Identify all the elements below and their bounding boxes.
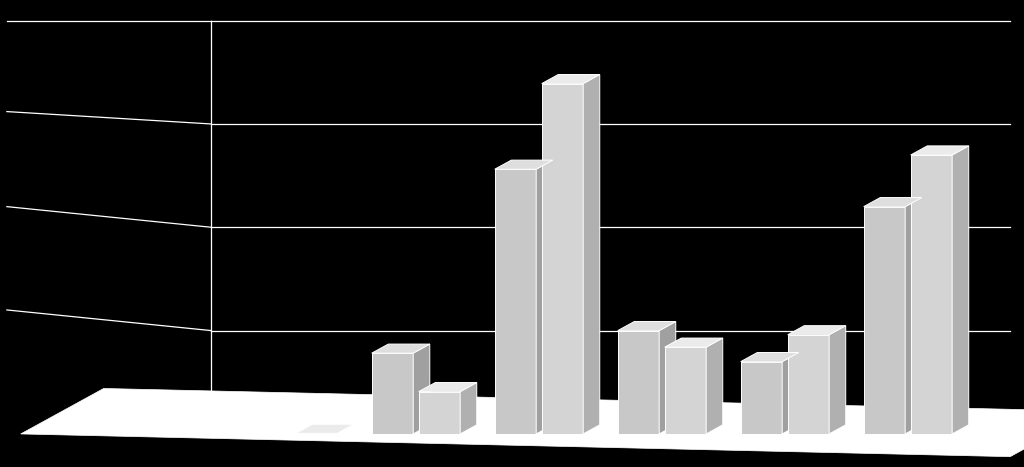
Polygon shape: [419, 392, 460, 434]
Polygon shape: [372, 353, 414, 434]
Polygon shape: [372, 344, 430, 353]
Polygon shape: [414, 344, 430, 434]
Polygon shape: [659, 321, 676, 434]
Polygon shape: [952, 146, 969, 434]
Polygon shape: [337, 424, 353, 434]
Polygon shape: [296, 424, 353, 433]
Polygon shape: [495, 160, 553, 169]
Polygon shape: [419, 382, 477, 392]
Polygon shape: [787, 335, 829, 434]
Polygon shape: [707, 338, 723, 434]
Polygon shape: [542, 75, 600, 84]
Polygon shape: [863, 198, 922, 206]
Polygon shape: [910, 155, 952, 434]
Polygon shape: [782, 353, 799, 434]
Polygon shape: [542, 84, 584, 434]
Polygon shape: [617, 331, 659, 434]
Polygon shape: [829, 325, 846, 434]
Polygon shape: [537, 160, 553, 434]
Polygon shape: [863, 206, 905, 434]
Polygon shape: [584, 75, 600, 434]
Polygon shape: [740, 361, 782, 434]
Polygon shape: [460, 382, 477, 434]
Polygon shape: [665, 338, 723, 347]
Polygon shape: [787, 325, 846, 335]
Polygon shape: [495, 169, 537, 434]
Polygon shape: [740, 353, 799, 361]
Polygon shape: [910, 146, 969, 155]
Polygon shape: [665, 347, 707, 434]
Polygon shape: [617, 321, 676, 331]
Polygon shape: [296, 433, 337, 434]
Polygon shape: [20, 389, 1024, 457]
Polygon shape: [905, 198, 922, 434]
